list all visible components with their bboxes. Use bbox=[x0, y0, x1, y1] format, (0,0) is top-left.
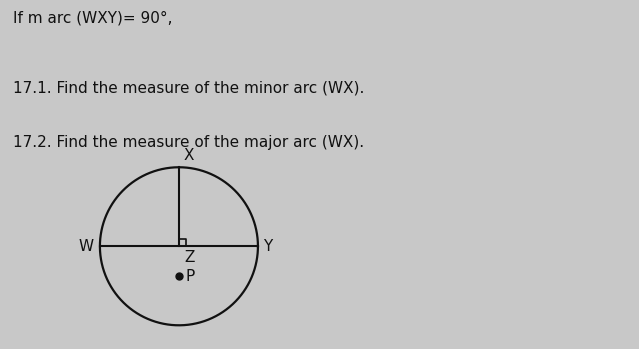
Text: 17.1. Find the measure of the minor arc (WX).: 17.1. Find the measure of the minor arc … bbox=[13, 81, 364, 96]
Text: Z: Z bbox=[185, 250, 195, 265]
Text: Y: Y bbox=[263, 239, 272, 254]
Text: X: X bbox=[183, 148, 194, 163]
Text: 17.2. Find the measure of the major arc (WX).: 17.2. Find the measure of the major arc … bbox=[13, 135, 364, 150]
Text: If m arc (WXY)= 90°,: If m arc (WXY)= 90°, bbox=[13, 10, 173, 25]
Text: P: P bbox=[185, 269, 194, 284]
Text: W: W bbox=[79, 239, 93, 254]
